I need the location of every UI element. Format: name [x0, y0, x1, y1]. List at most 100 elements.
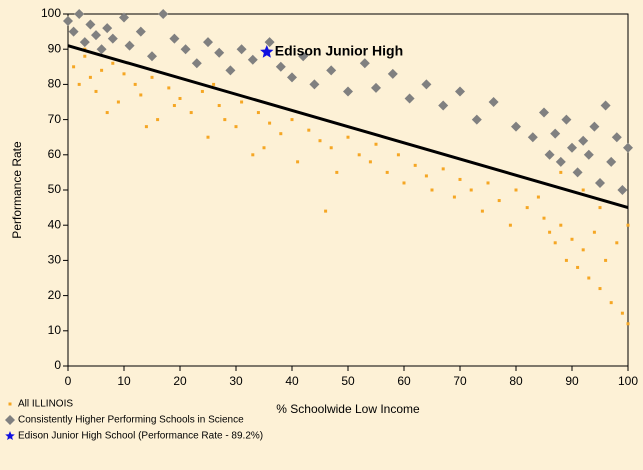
point [223, 118, 227, 122]
point [88, 75, 92, 79]
point [430, 188, 434, 192]
x-tick-label: 0 [65, 374, 72, 388]
point [555, 156, 566, 167]
point [234, 125, 238, 129]
point [200, 89, 204, 93]
point [572, 167, 583, 178]
y-tick-label: 90 [48, 41, 62, 55]
point [581, 188, 585, 192]
point [180, 44, 191, 55]
x-tick-label: 80 [509, 374, 523, 388]
point [217, 104, 221, 108]
point [508, 223, 512, 227]
point [606, 156, 617, 167]
point [191, 58, 202, 69]
point [240, 100, 244, 104]
point [374, 142, 378, 146]
point [122, 72, 126, 76]
point [225, 65, 236, 76]
point [203, 37, 213, 48]
point [581, 248, 585, 252]
point [480, 209, 484, 213]
point [169, 33, 180, 44]
point [583, 149, 594, 160]
point [527, 132, 538, 143]
point [544, 149, 555, 160]
point [251, 153, 255, 157]
point [147, 51, 157, 62]
y-tick-label: 50 [48, 182, 62, 196]
point [561, 114, 572, 125]
point [91, 30, 101, 41]
point [598, 287, 602, 291]
point [455, 86, 465, 97]
x-tick-label: 60 [397, 374, 411, 388]
point [548, 230, 552, 234]
point [178, 96, 182, 100]
point [111, 61, 115, 65]
point [102, 23, 113, 34]
point [587, 276, 591, 280]
point [189, 111, 193, 115]
point [307, 128, 311, 132]
point [620, 311, 624, 315]
point [595, 177, 605, 188]
point [343, 86, 353, 97]
point [324, 209, 328, 213]
point [564, 258, 568, 262]
point [357, 153, 361, 157]
point [287, 72, 297, 83]
point [296, 160, 300, 164]
x-tick-label: 90 [565, 374, 579, 388]
point [598, 206, 602, 210]
point [553, 241, 557, 245]
point [623, 142, 633, 153]
point [139, 93, 143, 97]
y-tick-label: 70 [48, 112, 62, 126]
x-axis-label: % Schoolwide Low Income [276, 402, 420, 416]
point [96, 44, 107, 55]
point [256, 111, 260, 115]
point [133, 82, 137, 86]
point [589, 121, 600, 132]
y-tick-label: 20 [48, 288, 62, 302]
point [539, 107, 549, 118]
point [578, 135, 589, 146]
point [290, 118, 294, 122]
point [600, 100, 611, 111]
point [421, 79, 432, 90]
point [260, 45, 274, 58]
point [387, 68, 398, 79]
point [438, 100, 449, 111]
point [298, 51, 309, 62]
point [559, 223, 563, 227]
point [124, 40, 135, 51]
point [617, 185, 628, 195]
point [615, 241, 619, 245]
point [402, 181, 406, 185]
point [486, 181, 490, 185]
point [567, 142, 577, 153]
point [105, 111, 109, 115]
y-tick-label: 100 [41, 6, 61, 20]
point [85, 19, 96, 30]
point [511, 121, 521, 132]
point [107, 33, 118, 44]
y-tick-label: 30 [48, 253, 62, 267]
point [135, 26, 146, 37]
point [309, 79, 320, 90]
point [94, 89, 98, 93]
point [469, 188, 473, 192]
point [100, 68, 104, 72]
point [236, 44, 247, 55]
point [83, 54, 87, 58]
point [559, 170, 563, 174]
point [329, 146, 333, 150]
point [346, 135, 350, 139]
legend-marker [5, 415, 15, 425]
point [275, 61, 286, 72]
x-tick-label: 100 [618, 374, 638, 388]
x-tick-label: 10 [117, 374, 131, 388]
point [458, 177, 462, 181]
